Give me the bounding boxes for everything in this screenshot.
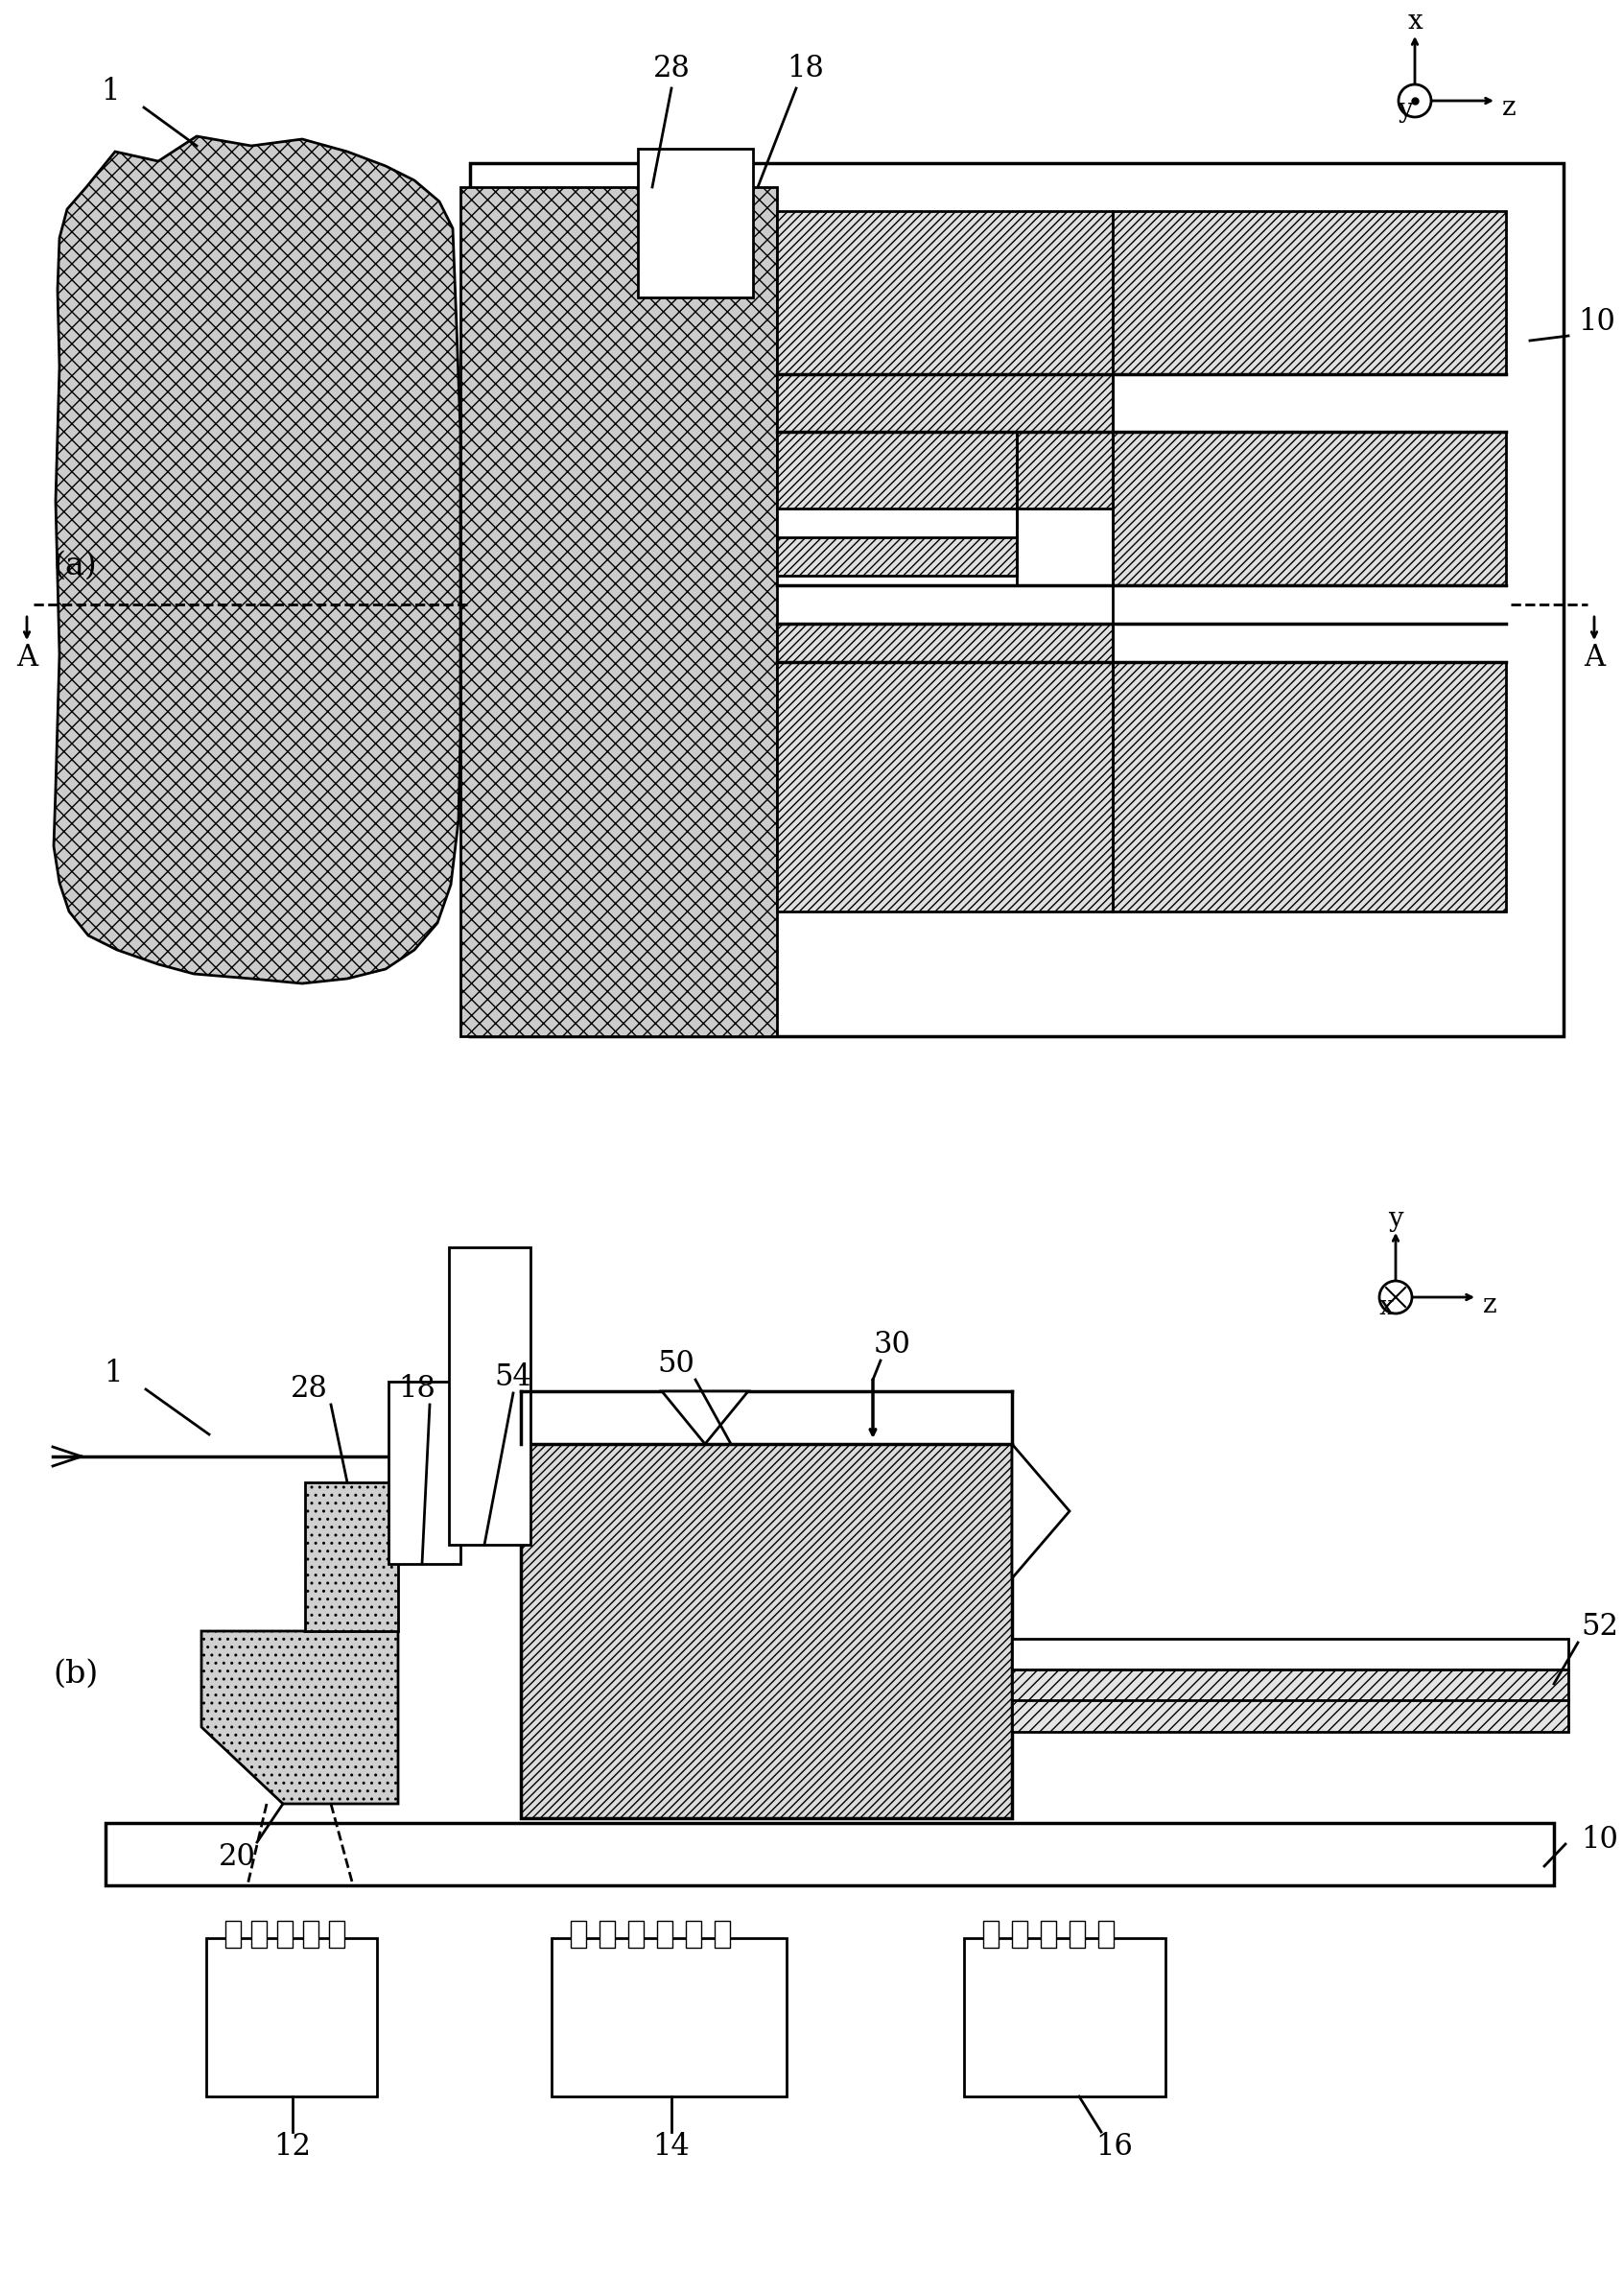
Bar [777,211,1113,507]
Text: z: z [1501,96,1516,122]
Bar [252,1922,266,1947]
Bar [1113,211,1506,374]
Circle shape [1399,85,1431,117]
Text: 28: 28 [652,55,690,85]
Bar [687,1922,701,1947]
Text: 18: 18 [399,1375,437,1405]
Bar [206,1938,377,2096]
Text: (a): (a) [54,551,97,581]
Bar [278,1922,292,1947]
Text: y: y [1397,96,1412,124]
Bar [1113,661,1506,912]
Text: 18: 18 [787,55,824,85]
Text: A: A [16,643,37,673]
Bar [571,1922,586,1947]
Text: 52: 52 [1581,1612,1618,1642]
Text: 14: 14 [652,2133,690,2163]
Text: 54: 54 [495,1362,532,1391]
Bar [226,1922,240,1947]
Bar [628,1922,644,1947]
Text: 30: 30 [873,1329,911,1359]
Text: x: x [1378,1295,1394,1320]
Text: 16: 16 [1096,2133,1133,2163]
Bar [777,507,1016,537]
Bar [984,1922,998,1947]
Text: 10: 10 [1581,1825,1618,1855]
Bar [105,1823,1553,1885]
Bar [304,1922,318,1947]
Text: z: z [1483,1293,1496,1318]
Bar [450,1247,531,1545]
Bar [1013,1639,1568,1669]
Polygon shape [521,1444,1013,1818]
Bar [471,163,1563,1035]
Bar [1013,1669,1568,1731]
Bar [388,1382,461,1564]
Bar [777,432,1016,576]
Bar [638,149,753,298]
Bar [1040,1922,1057,1947]
Text: 12: 12 [274,2133,312,2163]
Bar [1013,1922,1027,1947]
Polygon shape [1013,1444,1070,1577]
Bar [714,1922,730,1947]
Circle shape [1380,1281,1412,1313]
Bar [657,1922,672,1947]
Polygon shape [662,1391,748,1444]
Text: (b): (b) [54,1660,97,1690]
Text: 1: 1 [104,1359,123,1389]
Bar [599,1922,615,1947]
Text: 1: 1 [101,76,120,106]
Bar [1070,1922,1084,1947]
Bar [1099,1922,1113,1947]
Bar [964,1938,1165,2096]
Text: 10: 10 [1578,308,1615,335]
Text: A: A [1584,643,1605,673]
Polygon shape [461,186,777,1035]
Text: y: y [1388,1205,1404,1231]
Polygon shape [201,1630,398,1805]
Polygon shape [54,135,461,983]
Text: 20: 20 [219,1841,256,1871]
Text: x: x [1407,9,1422,34]
Polygon shape [305,1483,398,1630]
Bar [777,625,1113,912]
Text: 28: 28 [291,1375,328,1405]
Bar [1113,432,1506,585]
Bar [329,1922,344,1947]
Text: 50: 50 [657,1350,695,1380]
Bar [552,1938,787,2096]
